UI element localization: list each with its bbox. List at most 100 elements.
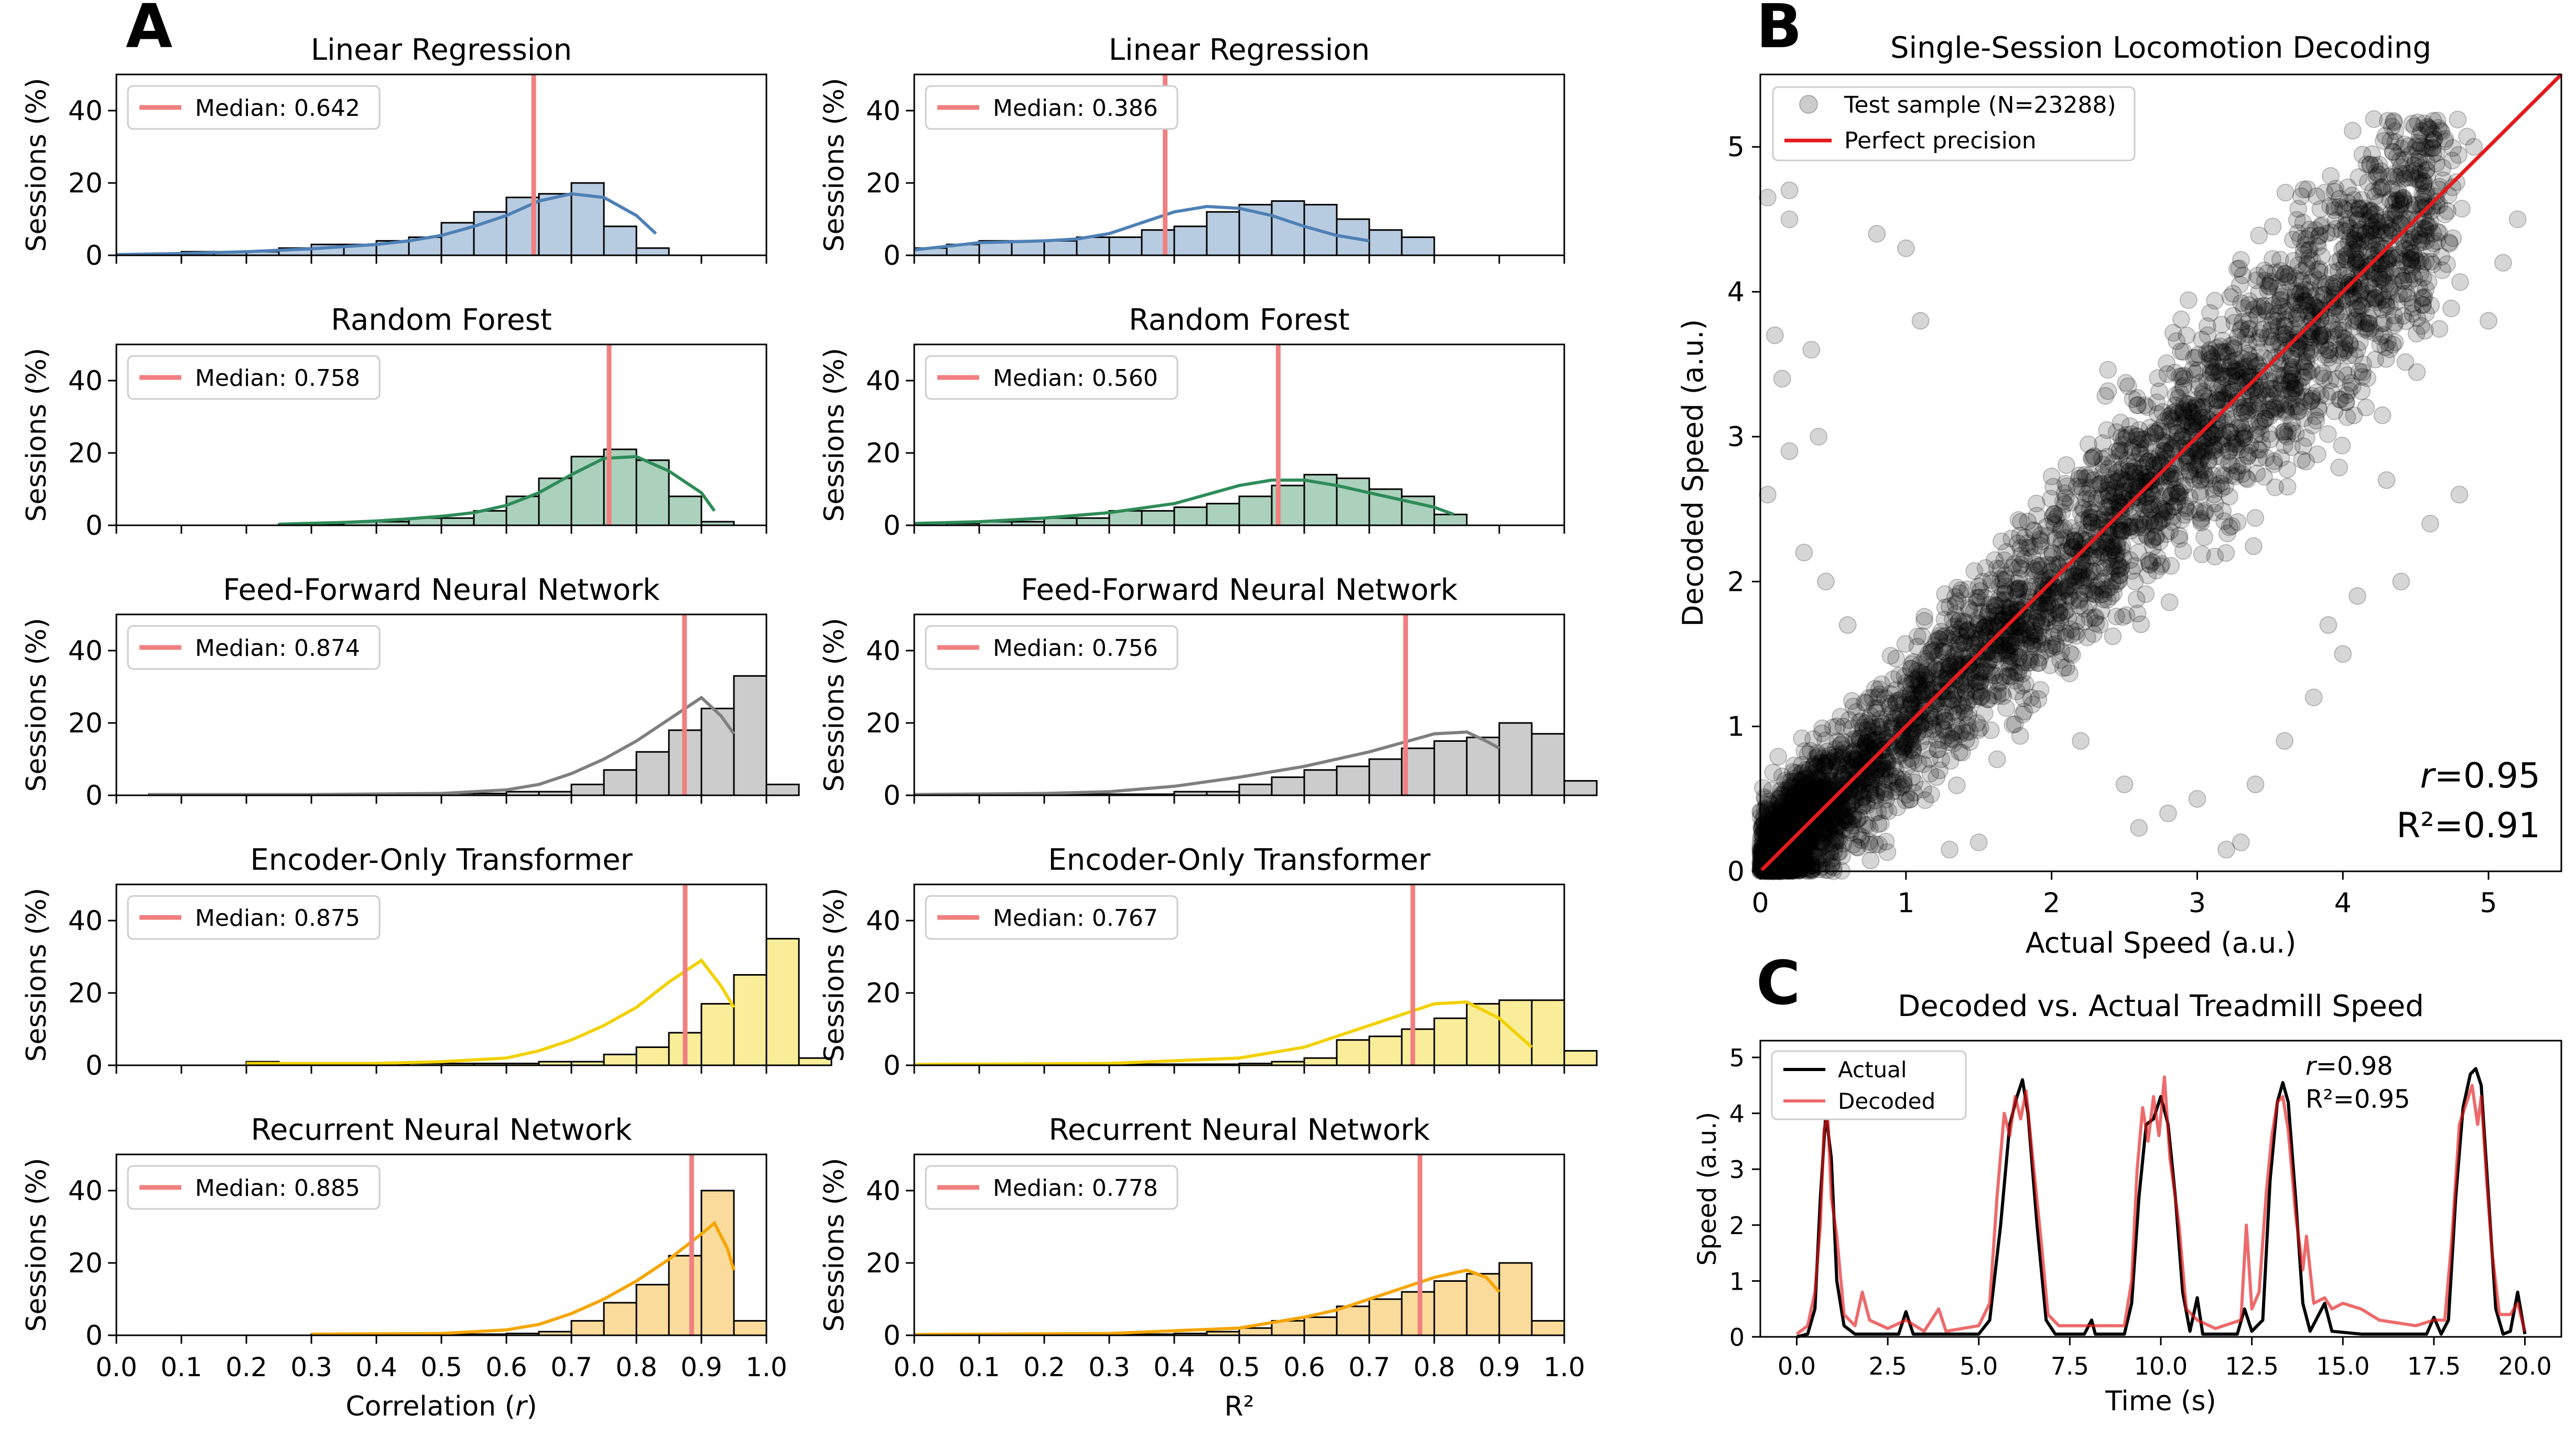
scatter-point: [2196, 502, 2214, 520]
scatter-point: [2022, 688, 2040, 707]
scatter-point: [1915, 612, 1933, 630]
scatter-point: [2345, 234, 2363, 253]
x-tick-label: 0.0: [95, 1352, 137, 1382]
scatter-point: [1807, 758, 1826, 776]
x-tick-label: 0.7: [1348, 1352, 1390, 1382]
scatter-point: [2432, 123, 2451, 141]
scatter-point: [2348, 300, 2367, 319]
scatter-point: [1759, 831, 1777, 849]
scatter-point: [2308, 261, 2326, 279]
scatter-point: [1769, 859, 1787, 878]
scatter-point: [2367, 225, 2386, 243]
scatter-point: [1787, 824, 1805, 842]
scatter-point: [2037, 609, 2055, 628]
y-axis-label: Sessions (%): [819, 348, 850, 522]
x-axis-label: Actual Speed (a.u.): [2026, 926, 2297, 959]
histogram-bar: [1108, 236, 1143, 256]
scatter-point: [2101, 493, 2119, 511]
scatter-point: [2175, 366, 2194, 385]
scatter-point: [1815, 836, 1834, 855]
scatter-point: [1892, 737, 1910, 755]
scatter-point: [2286, 376, 2304, 394]
scatter-point: [1895, 737, 1913, 755]
scatter-point: [1810, 793, 1828, 811]
scatter-point: [2222, 456, 2241, 474]
scatter-point: [1834, 749, 1852, 767]
scatter-point: [2141, 427, 2159, 446]
scatter-point: [2166, 396, 2184, 415]
median-value: 0.885: [294, 1175, 360, 1202]
median-legend: Median: 0.874: [127, 625, 381, 670]
legend-decoded: Decoded: [1838, 1088, 1935, 1114]
scatter-point: [2310, 260, 2329, 278]
kde-line: [914, 204, 1370, 252]
scatter-point: [2412, 158, 2430, 177]
scatter-point: [2444, 139, 2462, 157]
scatter-point: [1934, 642, 1952, 661]
scatter-point: [2146, 424, 2164, 442]
scatter-point: [2394, 252, 2412, 271]
scatter-point: [2210, 383, 2228, 402]
scatter-point: [1771, 848, 1789, 866]
median-legend: Median: 0.560: [925, 355, 1178, 400]
histogram-bar: [733, 1320, 767, 1336]
scatter-point: [2045, 505, 2063, 523]
y-tick-label: 20: [68, 168, 103, 199]
scatter-point: [2283, 231, 2302, 249]
scatter-point: [2227, 435, 2246, 453]
scatter-point: [2430, 224, 2449, 242]
scatter-point: [1963, 663, 1981, 682]
scatter-point: [2055, 519, 2073, 537]
scatter-point: [1821, 789, 1839, 807]
scatter-point: [1791, 826, 1809, 844]
y-axis-label: Sessions (%): [21, 618, 52, 792]
scatter-point: [2107, 608, 2126, 625]
scatter-point: [1980, 620, 1999, 639]
scatter-point: [2366, 187, 2384, 206]
y-tick-label: 0: [1729, 1323, 1745, 1352]
scatter-point: [1776, 857, 1794, 875]
scatter-point: [1800, 826, 1818, 844]
scatter-point: [2402, 244, 2420, 262]
scatter-point: [2192, 513, 2211, 532]
scatter-point: [1967, 673, 1985, 692]
scatter-point: [2264, 311, 2282, 329]
scatter-point: [2058, 553, 2076, 571]
scatter-point: [1943, 611, 1962, 629]
y-axis-label: Sessions (%): [819, 78, 850, 252]
y-tick-label: 0: [883, 1050, 901, 1082]
scatter-point: [2010, 618, 2028, 636]
scatter-point: [2422, 253, 2440, 271]
histogram-bar: [1271, 200, 1305, 256]
scatter-point: [1798, 831, 1816, 849]
scatter-point: [1782, 789, 1800, 807]
scatter-point: [2326, 179, 2345, 198]
scatter-point: [2110, 442, 2128, 460]
scatter-point: [2241, 292, 2258, 310]
x-tick-label: 0.1: [160, 1352, 202, 1382]
scatter-point: [2312, 310, 2330, 328]
scatter-point: [2219, 367, 2237, 385]
scatter-point: [2092, 586, 2110, 603]
scatter-point: [1913, 627, 1931, 645]
scatter-point: [1803, 773, 1821, 791]
scatter-point: [1796, 845, 1814, 863]
scatter-point: [2315, 183, 2334, 202]
histogram-bar: [603, 769, 637, 796]
scatter-point: [2139, 473, 2158, 491]
y-tick-label: 0: [85, 780, 103, 812]
scatter-point: [2065, 581, 2084, 599]
scatter-point: [1969, 833, 1988, 851]
scatter-point: [2250, 226, 2268, 245]
scatter-point: [1927, 632, 1945, 650]
scatter-point: [2342, 374, 2360, 392]
scatter-point: [1978, 607, 1997, 625]
scatter-point: [2508, 210, 2527, 229]
scatter-point: [1758, 842, 1777, 861]
x-tick-label: 0.2: [225, 1352, 267, 1382]
scatter-point: [2353, 382, 2371, 401]
scatter-point: [1969, 589, 1987, 607]
scatter-point: [2109, 521, 2128, 539]
scatter-point: [2113, 523, 2131, 541]
